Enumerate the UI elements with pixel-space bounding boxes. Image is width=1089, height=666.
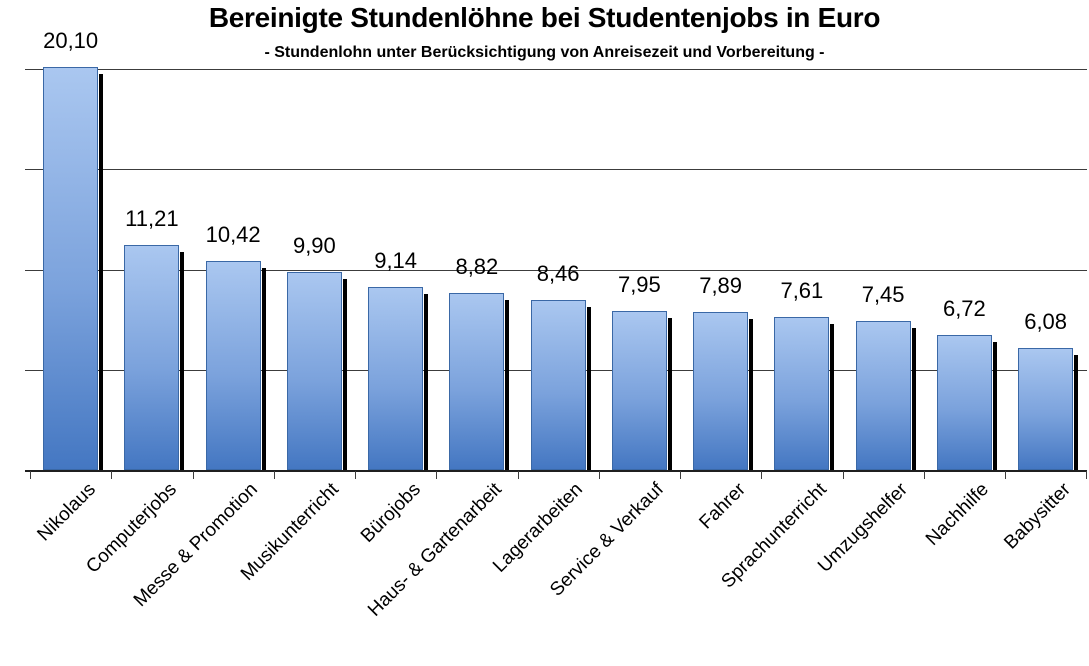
bar-value-label: 7,89 (699, 272, 743, 298)
bar-shadow (342, 278, 347, 470)
bar-value-label: 10,42 (205, 222, 261, 248)
axis-tick (680, 471, 681, 479)
bar-shadow (992, 342, 997, 470)
bar (936, 335, 992, 470)
x-axis (25, 470, 1087, 472)
bar (1018, 348, 1074, 470)
bar (530, 300, 586, 470)
bar (205, 261, 261, 470)
bar-shadow (424, 293, 429, 470)
axis-tick (273, 471, 275, 479)
axis-tick (1086, 471, 1088, 479)
axis-tick (1005, 471, 1006, 479)
bar (855, 320, 911, 470)
bar-value-label: 8,82 (455, 254, 499, 280)
bar-shadow (1074, 355, 1079, 470)
axis-tick (192, 471, 194, 479)
bar (693, 311, 749, 470)
axis-tick (923, 471, 925, 479)
bar-shadow (830, 324, 835, 470)
axis-tick (30, 471, 31, 479)
bar (124, 245, 180, 470)
bar (368, 286, 424, 470)
bar-shadow (99, 74, 104, 470)
bar-shadow (505, 300, 510, 470)
bar-value-label: 7,61 (780, 278, 824, 304)
bar-shadow (749, 318, 754, 470)
bar-value-label: 7,95 (617, 271, 661, 297)
bar-shadow (586, 307, 591, 470)
bar-value-label: 7,45 (861, 281, 905, 307)
axis-tick (598, 471, 600, 479)
bar-value-label: 20,10 (43, 28, 99, 53)
axis-tick (355, 471, 356, 479)
bar-value-label: 8,46 (536, 261, 580, 287)
y-gridline (25, 269, 1087, 271)
axis-tick (436, 471, 438, 479)
y-gridline (25, 69, 1087, 70)
bar-value-label: 6,72 (942, 296, 986, 322)
bar-shadow (911, 327, 916, 470)
axis-tick (517, 471, 519, 479)
chart-title: Bereinigte Stundenlöhne bei Studentenjob… (208, 2, 881, 33)
bar-value-label: 6,08 (1024, 309, 1068, 335)
bar-value-label: 9,14 (374, 247, 418, 273)
bar-shadow (667, 317, 672, 470)
bar-shadow (180, 252, 185, 470)
bar-shadow (261, 268, 266, 470)
bar (611, 310, 667, 470)
axis-tick (842, 471, 844, 479)
bar-value-label: 9,90 (292, 232, 336, 258)
axis-tick (111, 471, 113, 479)
axis-tick (761, 471, 763, 479)
bar (43, 67, 99, 470)
bar (286, 271, 342, 470)
bar (774, 317, 830, 470)
bar-value-label: 11,21 (125, 206, 179, 232)
bar (449, 293, 505, 470)
y-gridline (25, 169, 1087, 171)
chart-subtitle: - Stundenlohn unter Berücksichtigung von… (264, 44, 825, 61)
